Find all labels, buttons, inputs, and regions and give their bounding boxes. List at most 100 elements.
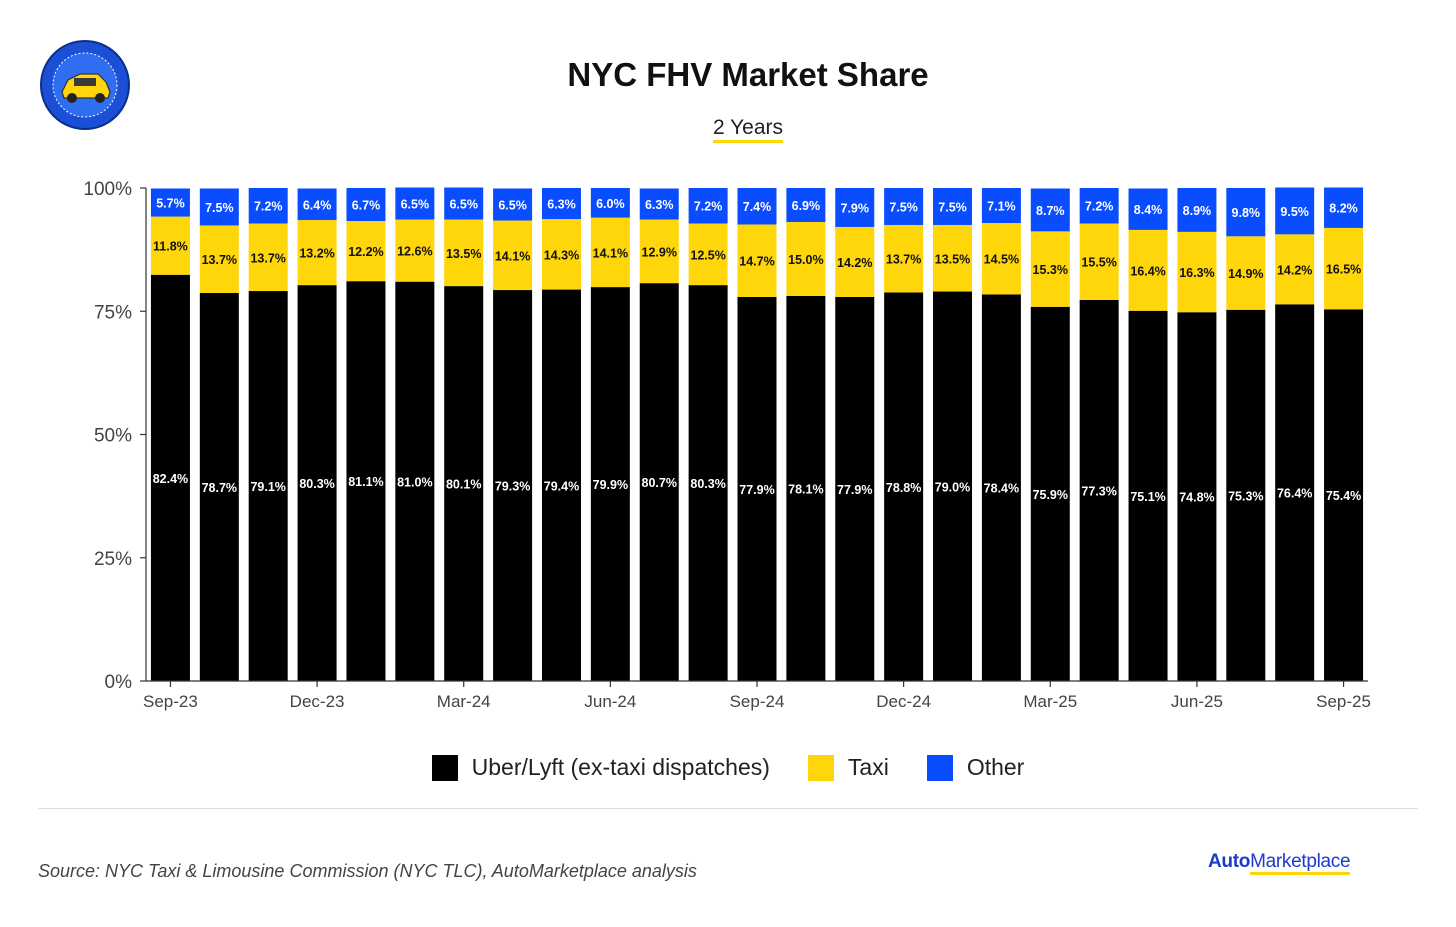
- bar-other-Jan-25[interactable]: [933, 188, 973, 225]
- bar-uber-lyft-Nov-24[interactable]: [835, 296, 875, 681]
- bar-uber-lyft-Aug-24[interactable]: [688, 285, 728, 681]
- bar-other-Aug-25[interactable]: [1275, 187, 1315, 235]
- legend-item-uber-lyft[interactable]: Uber/Lyft (ex-taxi dispatches): [431, 754, 770, 781]
- bar-taxi-Oct-24[interactable]: [786, 222, 826, 296]
- data-label-other-Feb-24: 6.5%: [401, 198, 430, 212]
- bar-uber-lyft-Feb-25[interactable]: [981, 294, 1021, 681]
- bar-other-Nov-24[interactable]: [835, 188, 875, 227]
- bar-other-Feb-24[interactable]: [395, 187, 435, 220]
- bar-taxi-May-24[interactable]: [541, 219, 581, 290]
- bar-uber-lyft-Feb-24[interactable]: [395, 281, 435, 681]
- data-label-taxi-Jan-24: 12.2%: [348, 245, 383, 259]
- bar-other-Sep-24[interactable]: [737, 188, 777, 225]
- bar-uber-lyft-Oct-23[interactable]: [199, 293, 239, 681]
- bar-uber-lyft-Jul-24[interactable]: [639, 283, 679, 681]
- data-label-uber-lyft-Oct-24: 78.1%: [788, 482, 823, 496]
- bar-other-Oct-23[interactable]: [199, 188, 239, 226]
- bar-other-May-25[interactable]: [1128, 188, 1168, 230]
- bar-other-Feb-25[interactable]: [981, 188, 1021, 224]
- bar-taxi-May-25[interactable]: [1128, 229, 1168, 311]
- bar-taxi-Jan-25[interactable]: [933, 224, 973, 292]
- bar-uber-lyft-May-25[interactable]: [1128, 310, 1168, 681]
- data-label-other-Feb-25: 7.1%: [987, 200, 1016, 214]
- bar-uber-lyft-Sep-25[interactable]: [1324, 309, 1364, 681]
- bar-taxi-Jan-24[interactable]: [346, 221, 386, 282]
- bar-other-Jul-25[interactable]: [1226, 188, 1266, 237]
- x-tick-label: Mar-25: [1023, 692, 1077, 711]
- data-label-taxi-Sep-24: 14.7%: [739, 255, 774, 269]
- bar-taxi-Mar-24[interactable]: [444, 219, 484, 287]
- bar-other-May-24[interactable]: [541, 188, 581, 220]
- bar-uber-lyft-Jun-24[interactable]: [590, 287, 630, 681]
- bar-other-Jul-24[interactable]: [639, 188, 679, 220]
- legend-item-taxi[interactable]: Taxi: [807, 754, 889, 781]
- bar-taxi-Nov-24[interactable]: [835, 226, 875, 297]
- bar-other-Nov-23[interactable]: [248, 188, 288, 224]
- legend-label-taxi: Taxi: [847, 754, 889, 780]
- bar-taxi-Jul-25[interactable]: [1226, 236, 1266, 310]
- bar-uber-lyft-Dec-23[interactable]: [297, 285, 337, 681]
- bar-taxi-Feb-24[interactable]: [395, 219, 435, 282]
- bar-uber-lyft-Jul-25[interactable]: [1226, 309, 1266, 681]
- bar-uber-lyft-Apr-24[interactable]: [493, 290, 533, 681]
- bar-uber-lyft-Jan-24[interactable]: [346, 281, 386, 681]
- data-label-uber-lyft-Jan-24: 81.1%: [348, 475, 383, 489]
- bar-uber-lyft-Aug-25[interactable]: [1275, 304, 1315, 681]
- bar-taxi-Dec-23[interactable]: [297, 220, 337, 286]
- chart-subtitle: 2 Years: [0, 116, 1456, 143]
- bar-taxi-Oct-23[interactable]: [199, 225, 239, 294]
- bar-other-Jun-25[interactable]: [1177, 188, 1217, 232]
- bar-taxi-Sep-23[interactable]: [150, 216, 190, 275]
- data-label-taxi-Oct-23: 13.7%: [202, 253, 237, 267]
- y-tick-label: 25%: [94, 549, 132, 570]
- bar-other-Mar-25[interactable]: [1030, 188, 1070, 232]
- bar-taxi-Apr-25[interactable]: [1079, 223, 1119, 300]
- bar-uber-lyft-Sep-24[interactable]: [737, 296, 777, 681]
- bar-taxi-Feb-25[interactable]: [981, 223, 1021, 295]
- data-label-uber-lyft-Apr-25: 77.3%: [1081, 484, 1116, 498]
- bar-taxi-Apr-24[interactable]: [493, 220, 533, 291]
- bar-taxi-Aug-24[interactable]: [688, 223, 728, 286]
- bar-taxi-Sep-24[interactable]: [737, 224, 777, 297]
- bar-other-Dec-23[interactable]: [297, 188, 337, 221]
- bar-uber-lyft-Apr-25[interactable]: [1079, 299, 1119, 681]
- bar-uber-lyft-Jun-25[interactable]: [1177, 312, 1217, 681]
- bar-uber-lyft-Mar-25[interactable]: [1030, 306, 1070, 681]
- bar-taxi-Jun-24[interactable]: [590, 217, 630, 288]
- data-label-other-Nov-24: 7.9%: [841, 201, 870, 215]
- legend-swatch-taxi: [807, 754, 834, 781]
- x-tick-label: Jun-24: [584, 692, 636, 711]
- data-label-uber-lyft-May-25: 75.1%: [1130, 490, 1165, 504]
- data-label-other-Mar-24: 6.5%: [449, 198, 478, 212]
- bar-uber-lyft-Sep-23[interactable]: [150, 274, 190, 681]
- bar-other-Apr-25[interactable]: [1079, 188, 1119, 224]
- bar-uber-lyft-Oct-24[interactable]: [786, 295, 826, 681]
- bar-other-Aug-24[interactable]: [688, 188, 728, 224]
- bar-other-Oct-24[interactable]: [786, 188, 826, 223]
- bar-uber-lyft-May-24[interactable]: [541, 289, 581, 681]
- bar-other-Mar-24[interactable]: [444, 187, 484, 220]
- bar-uber-lyft-Nov-23[interactable]: [248, 291, 288, 681]
- data-label-taxi-Sep-23: 11.8%: [153, 240, 188, 254]
- bar-taxi-Nov-23[interactable]: [248, 223, 288, 292]
- bar-taxi-Dec-24[interactable]: [884, 224, 924, 293]
- legend-item-other[interactable]: Other: [926, 754, 1024, 781]
- bar-other-Sep-25[interactable]: [1324, 187, 1364, 228]
- bar-taxi-Sep-25[interactable]: [1324, 227, 1364, 310]
- bar-other-Jun-24[interactable]: [590, 188, 630, 218]
- legend-swatch-other: [926, 754, 953, 781]
- data-label-other-Aug-24: 7.2%: [694, 200, 723, 214]
- bar-other-Sep-23[interactable]: [150, 188, 190, 217]
- bar-uber-lyft-Jan-25[interactable]: [933, 291, 973, 681]
- bar-taxi-Mar-25[interactable]: [1030, 231, 1070, 307]
- bar-stack-Oct-24: 78.1% 15.0% 6.9%: [786, 188, 826, 681]
- bar-uber-lyft-Mar-24[interactable]: [444, 286, 484, 681]
- bar-other-Apr-24[interactable]: [493, 188, 533, 221]
- bar-taxi-Jun-25[interactable]: [1177, 231, 1217, 313]
- bar-taxi-Aug-25[interactable]: [1275, 234, 1315, 305]
- bar-taxi-Jul-24[interactable]: [639, 219, 679, 284]
- bar-other-Dec-24[interactable]: [884, 188, 924, 225]
- bar-uber-lyft-Dec-24[interactable]: [884, 292, 924, 681]
- bar-other-Jan-24[interactable]: [346, 188, 386, 222]
